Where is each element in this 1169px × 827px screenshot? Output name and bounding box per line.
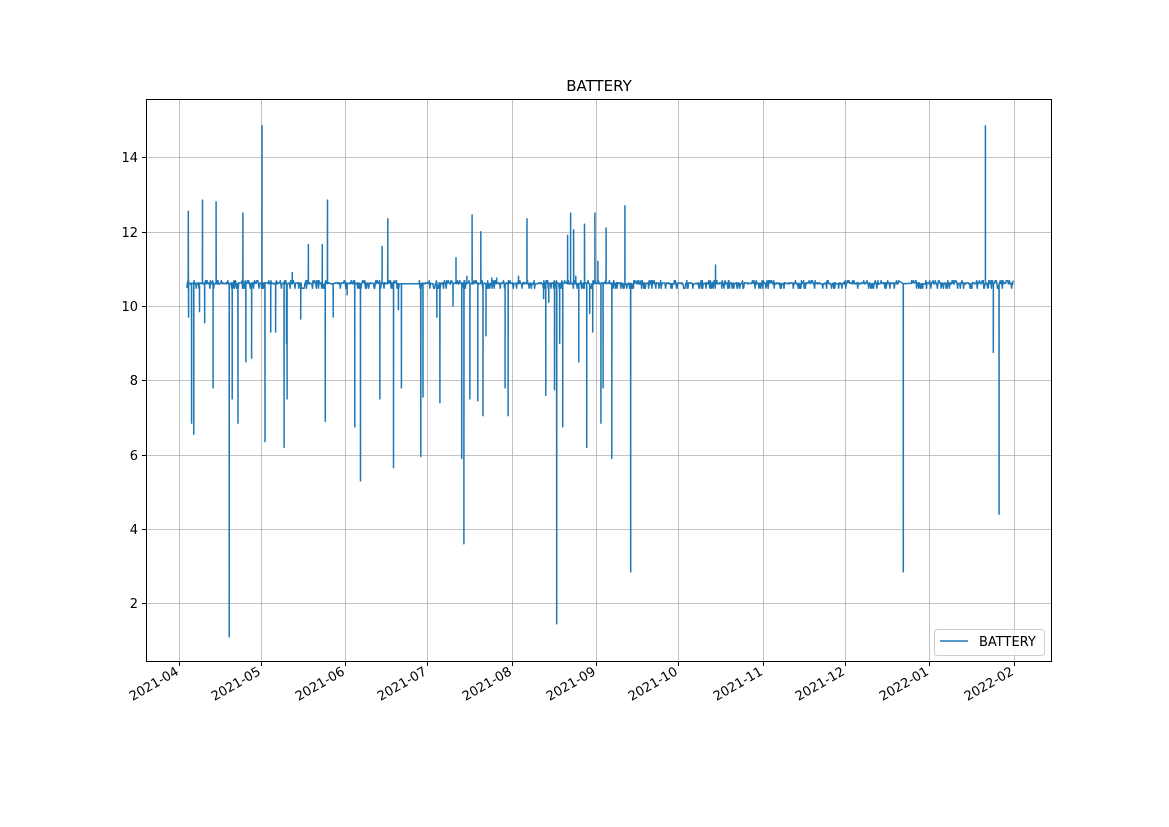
y-tick-label: 12 bbox=[121, 226, 138, 241]
x-tick-label: 2021-11 bbox=[711, 664, 766, 704]
y-tick-label: 4 bbox=[130, 523, 138, 538]
x-tick-label: 2022-02 bbox=[962, 664, 1017, 704]
x-axis: 2021-04 2021-05 2021-06 2021-07 2021-08 2021-… bbox=[127, 662, 1017, 705]
x-tick-label: 2021-05 bbox=[209, 664, 264, 704]
y-tick-label: 8 bbox=[130, 374, 138, 389]
y-tick-label: 2 bbox=[130, 597, 138, 612]
x-tick-label: 2021-06 bbox=[293, 664, 348, 704]
y-axis: 2 4 6 8 10 12 14 bbox=[121, 151, 146, 612]
x-tick-label: 2022-01 bbox=[877, 664, 932, 704]
x-tick-label: 2021-04 bbox=[127, 664, 182, 704]
x-tick-label: 2021-09 bbox=[544, 664, 599, 704]
x-tick-label: 2021-12 bbox=[793, 664, 848, 704]
y-tick-label: 10 bbox=[121, 300, 138, 315]
x-tick-label: 2021-08 bbox=[460, 664, 515, 704]
plot-frame bbox=[146, 99, 1052, 662]
legend-label: BATTERY bbox=[979, 635, 1036, 650]
x-tick-label: 2021-07 bbox=[375, 664, 430, 704]
y-tick-label: 6 bbox=[130, 449, 138, 464]
y-tick-label: 14 bbox=[121, 151, 138, 166]
x-tick-label: 2021-10 bbox=[626, 664, 681, 704]
legend: BATTERY bbox=[934, 629, 1045, 656]
grid-lines bbox=[146, 99, 1052, 662]
chart-title: BATTERY bbox=[566, 77, 632, 95]
series-line-battery bbox=[186, 125, 1014, 638]
